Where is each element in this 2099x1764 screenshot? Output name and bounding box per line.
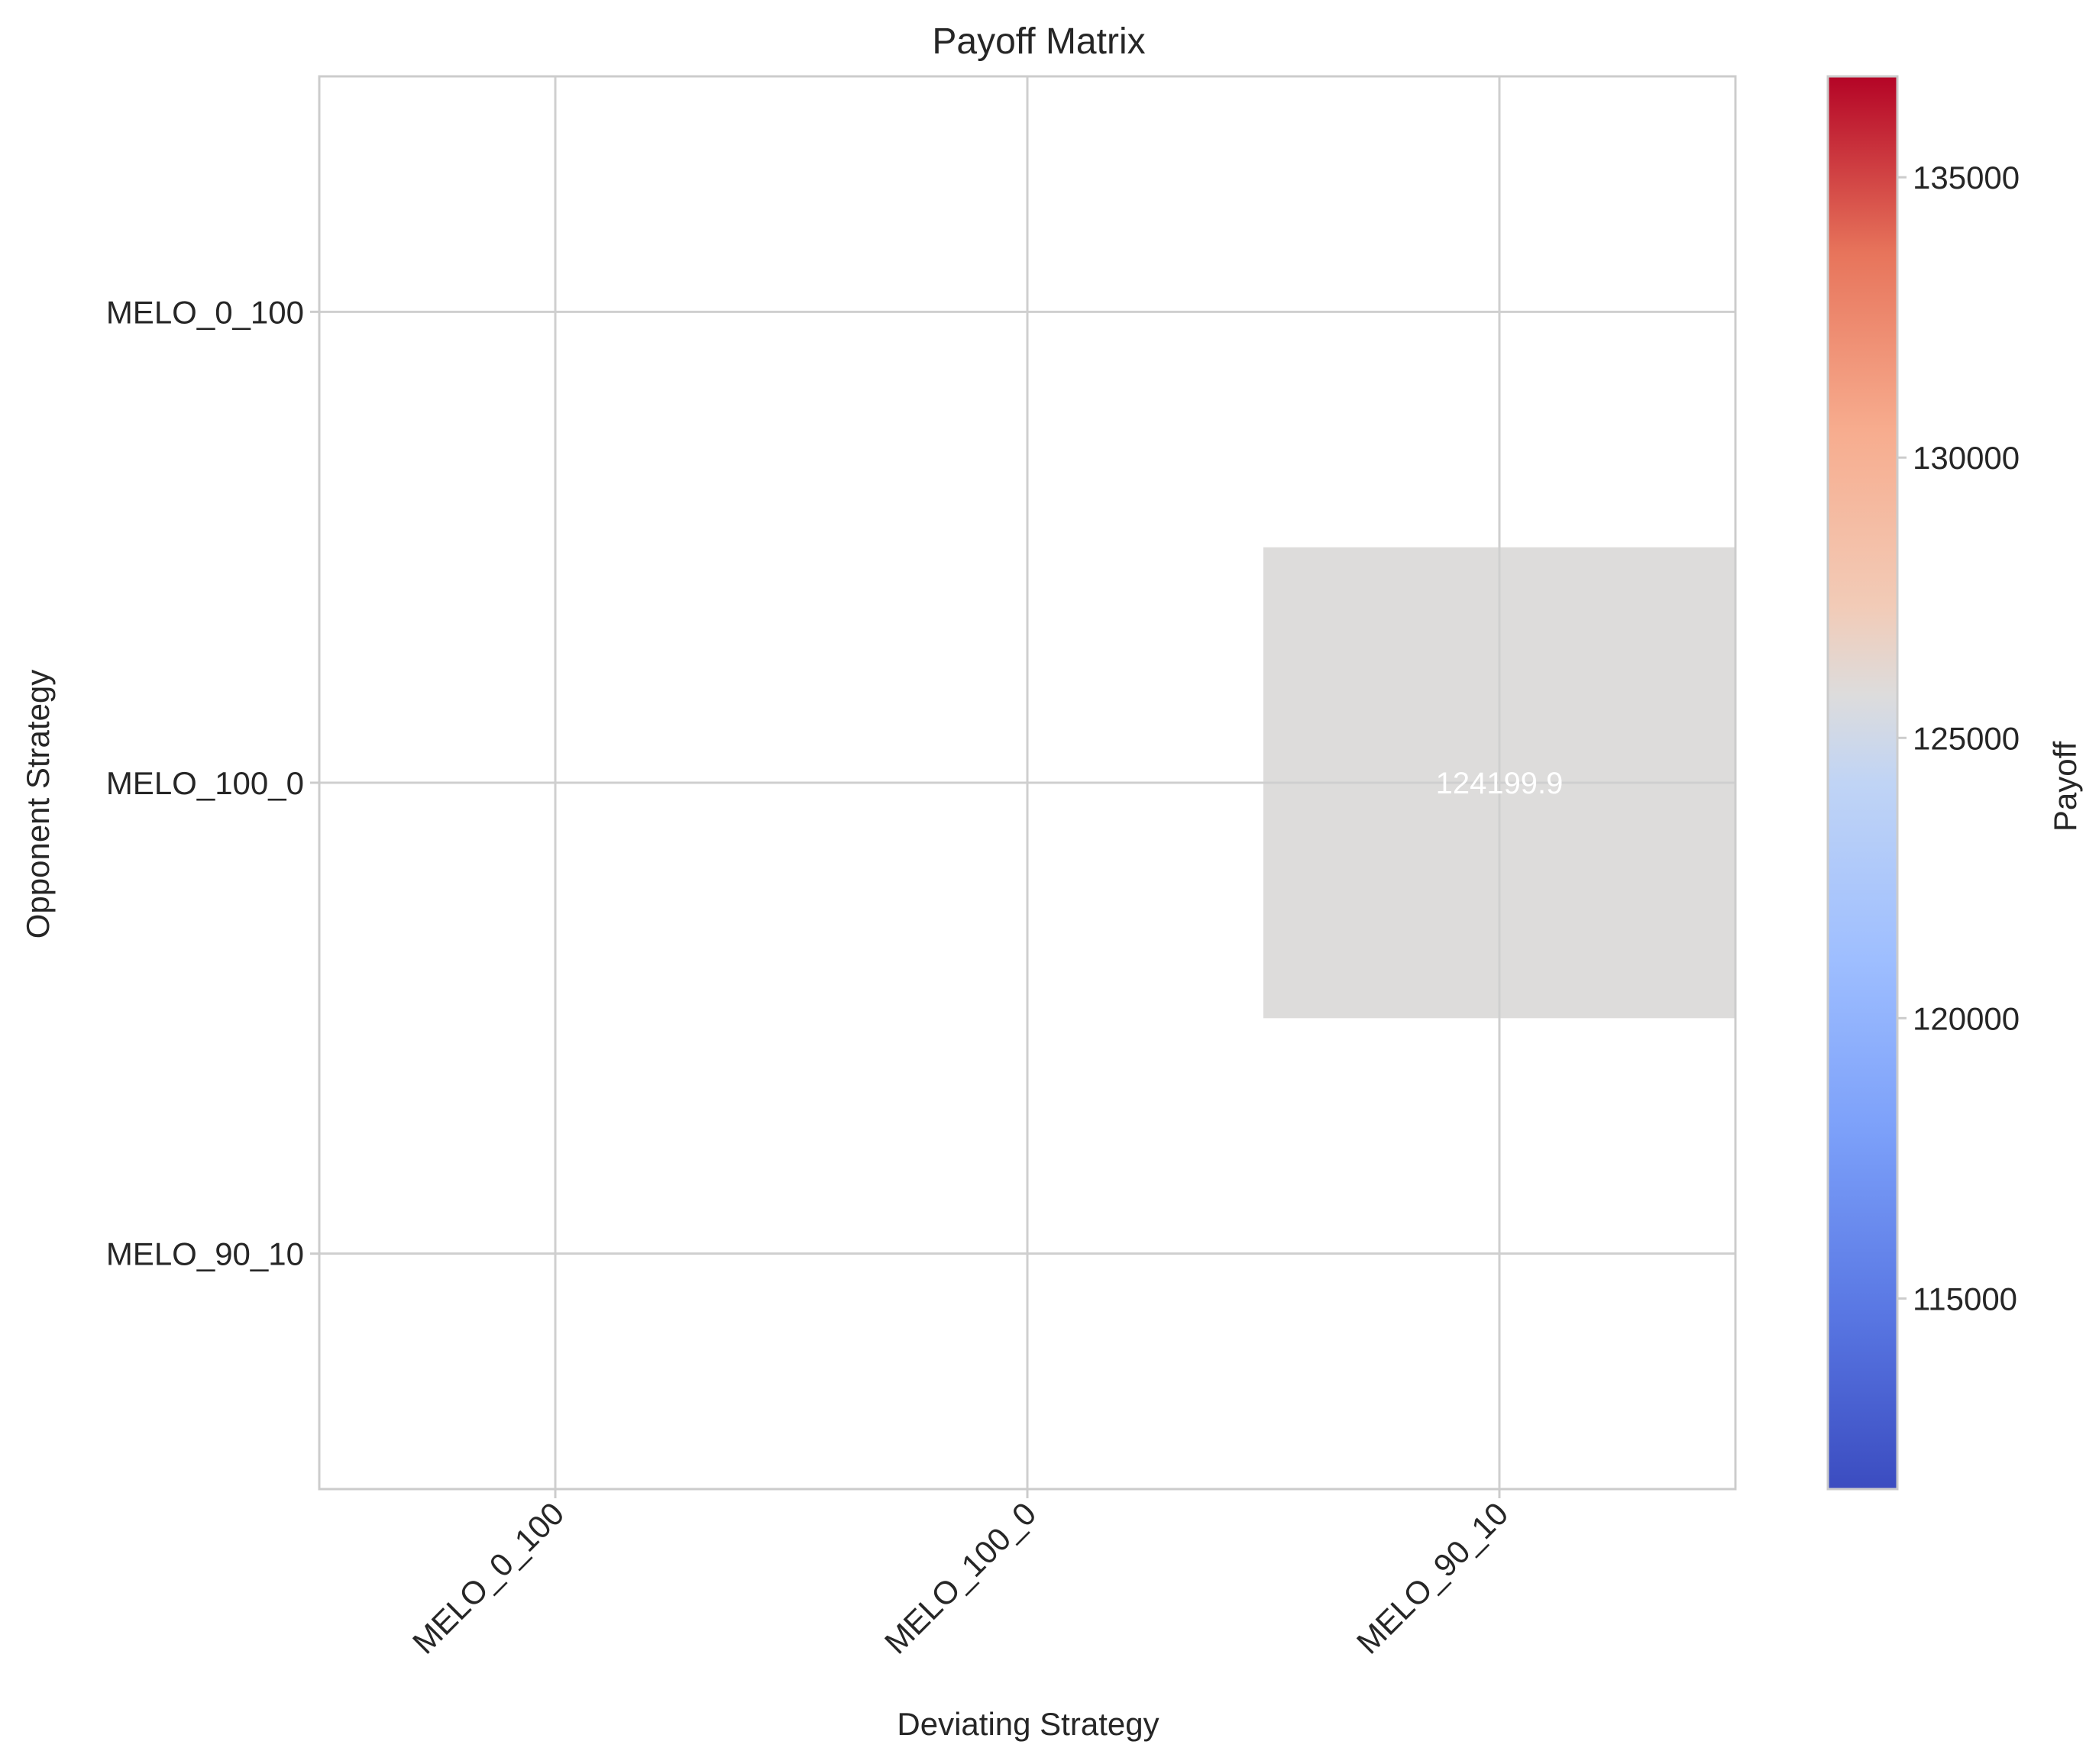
- x-axis-label: Deviating Strategy: [897, 1706, 1159, 1742]
- y-tick-label: MELO_90_10: [106, 1236, 304, 1272]
- x-tick-label: MELO_100_0: [878, 1495, 1043, 1661]
- colorbar-tick-label: 130000: [1913, 440, 2020, 476]
- y-tick-label: MELO_0_100: [106, 294, 304, 330]
- colorbar-label: Payoff: [2047, 741, 2083, 832]
- colorbar-tick-label: 125000: [1913, 720, 2020, 756]
- colorbar-tick-label: 120000: [1913, 1000, 2020, 1036]
- colorbar-tick-label: 135000: [1913, 160, 2020, 195]
- chart-title: Payoff Matrix: [932, 21, 1145, 62]
- y-axis-label: Opponent Strategy: [20, 670, 56, 939]
- colorbar-tick-label: 115000: [1913, 1281, 2017, 1317]
- cell-value-label: 124199.9: [1436, 767, 1564, 800]
- colorbar-frame: [1826, 75, 1899, 1491]
- x-tick-label: MELO_0_100: [406, 1495, 571, 1661]
- x-tick-label: MELO_90_10: [1350, 1495, 1515, 1661]
- colorbar-gradient: [1828, 76, 1897, 1489]
- y-tick-label: MELO_100_0: [106, 765, 304, 801]
